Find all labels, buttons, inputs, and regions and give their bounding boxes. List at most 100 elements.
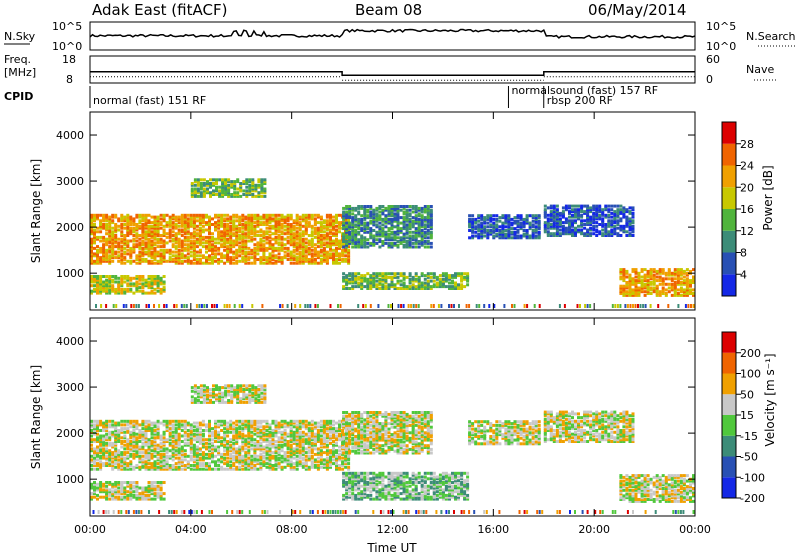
- echo-cell: [372, 281, 376, 285]
- echo-cell: [126, 464, 130, 467]
- echo-cell: [414, 240, 418, 243]
- echo-cell: [414, 214, 418, 218]
- echo-cell: [189, 458, 193, 462]
- echo-cell: [399, 274, 403, 278]
- echo-cell: [96, 252, 99, 256]
- echo-cell: [598, 210, 602, 214]
- echo-cell: [235, 432, 239, 436]
- echo-cell: [105, 286, 109, 290]
- echo-cell: [135, 228, 139, 232]
- echo-cell: [201, 224, 205, 228]
- echo-cell: [676, 277, 680, 281]
- echo-cell: [563, 304, 566, 308]
- echo-cell: [408, 234, 412, 238]
- echo-cell: [444, 274, 448, 278]
- echo-cell: [114, 237, 118, 241]
- echo-cell: [93, 235, 96, 239]
- echo-cell: [162, 432, 166, 436]
- echo-cell: [183, 219, 187, 223]
- echo-cell: [233, 187, 237, 191]
- echo-cell: [123, 456, 127, 460]
- echo-cell: [141, 430, 145, 434]
- echo-cell: [564, 221, 568, 225]
- echo-cell: [301, 254, 305, 258]
- echo-cell: [664, 277, 668, 281]
- echo-cell: [156, 447, 160, 451]
- echo-cell: [195, 228, 199, 232]
- echo-cell: [117, 451, 121, 455]
- echo-cell: [387, 236, 391, 240]
- echo-cell: [342, 227, 346, 231]
- echo-cell: [162, 217, 166, 221]
- echo-cell: [183, 224, 187, 228]
- echo-cell: [289, 228, 293, 232]
- echo-cell: [338, 252, 341, 256]
- echo-cell: [378, 277, 382, 281]
- echo-cell: [171, 230, 175, 234]
- echo-cell: [171, 423, 175, 427]
- echo-cell: [492, 214, 496, 218]
- echo-cell: [265, 226, 269, 230]
- echo-cell: [335, 259, 338, 263]
- echo-cell: [345, 230, 349, 234]
- echo-cell: [453, 304, 455, 308]
- echo-cell: [162, 252, 166, 256]
- echo-cell: [366, 221, 370, 225]
- echo-cell: [625, 223, 629, 226]
- echo-cell: [423, 205, 427, 208]
- echo-cell: [390, 241, 394, 245]
- echo-cell: [534, 221, 538, 225]
- echo-cell: [220, 256, 224, 260]
- echo-cell: [201, 454, 205, 458]
- echo-cell: [195, 447, 199, 451]
- echo-cell: [619, 269, 623, 273]
- echo-cell: [159, 438, 163, 442]
- echo-cell: [260, 194, 264, 198]
- echo-cell: [195, 239, 199, 243]
- echo-cell: [162, 215, 166, 219]
- echo-cell: [153, 440, 157, 443]
- echo-cell: [129, 239, 133, 243]
- echo-cell: [250, 434, 254, 438]
- echo-cell: [186, 224, 190, 228]
- echo-cell: [96, 276, 99, 280]
- echo-cell: [150, 421, 154, 425]
- echo-cell: [586, 208, 590, 212]
- echo-cell: [387, 206, 391, 210]
- echo-cell: [205, 467, 208, 471]
- echo-cell: [120, 232, 124, 236]
- echo-cell: [568, 221, 571, 225]
- echo-cell: [117, 228, 121, 232]
- echo-cell: [111, 443, 115, 447]
- echo-cell: [135, 425, 139, 429]
- echo-cell: [177, 232, 181, 236]
- echo-cell: [159, 460, 163, 464]
- echo-cell: [138, 252, 142, 256]
- echo-cell: [189, 454, 193, 458]
- echo-cell: [262, 456, 266, 460]
- echo-cell: [90, 215, 93, 219]
- echo-cell: [271, 429, 275, 432]
- echo-cell: [150, 243, 154, 247]
- echo-cell: [90, 248, 93, 252]
- echo-cell: [147, 462, 151, 466]
- echo-cell: [96, 230, 99, 234]
- echo-cell: [93, 217, 96, 221]
- echo-cell: [189, 254, 193, 258]
- echo-cell: [165, 221, 169, 225]
- echo-cell: [218, 194, 222, 198]
- echo-cell: [205, 241, 208, 245]
- echo-cell: [259, 454, 263, 458]
- echo-cell: [253, 452, 257, 456]
- echo-cell: [396, 281, 400, 285]
- echo-cell: [244, 217, 248, 221]
- echo-cell: [177, 427, 181, 431]
- echo-cell: [438, 283, 442, 287]
- echo-cell: [198, 436, 202, 440]
- echo-cell: [622, 271, 626, 275]
- echo-cell: [586, 304, 589, 308]
- echo-cell: [217, 445, 221, 449]
- echo-cell: [214, 259, 217, 263]
- echo-cell: [123, 423, 127, 427]
- echo-cell: [135, 452, 139, 456]
